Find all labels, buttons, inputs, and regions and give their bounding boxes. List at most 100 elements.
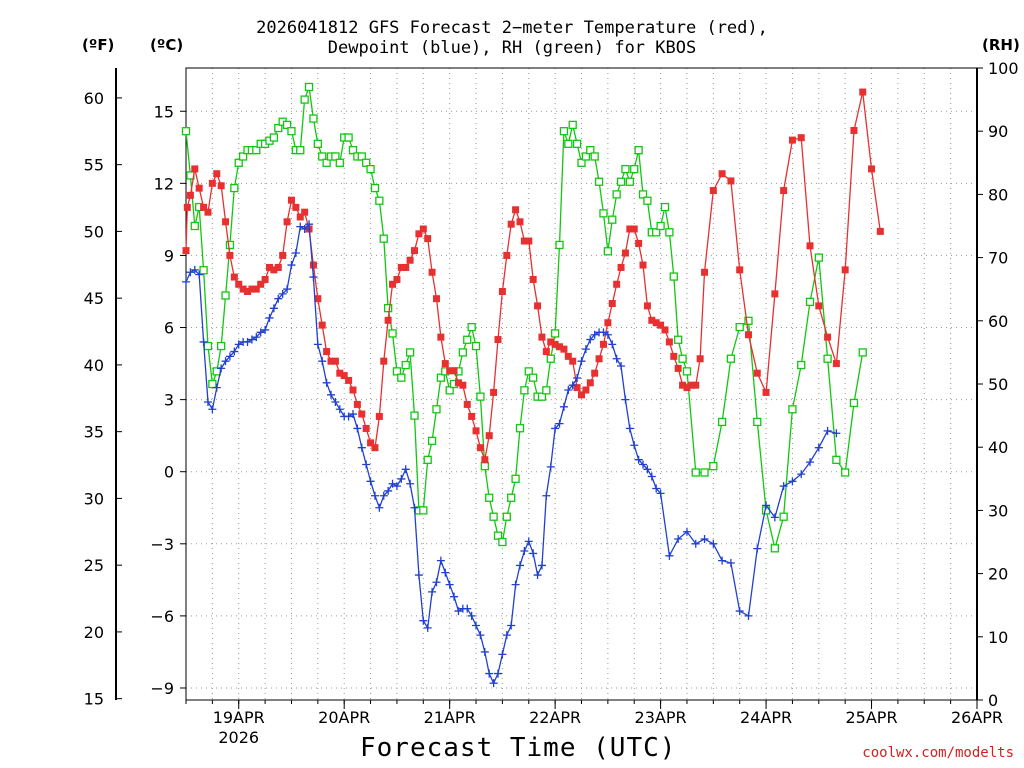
dewpoint-point — [529, 549, 538, 558]
rh-point — [274, 123, 283, 133]
dewpoint-point — [217, 364, 226, 373]
temperature-point — [314, 295, 322, 303]
dewpoint-line — [185, 222, 837, 685]
temperature-point — [384, 316, 392, 324]
dewpoint-point — [467, 611, 476, 620]
rh-point — [590, 152, 599, 161]
dewpoint-point — [212, 383, 221, 392]
dewpoint-point — [599, 328, 608, 337]
rh-tick-label: 100 — [988, 59, 1019, 78]
dewpoint-point — [375, 503, 384, 512]
temperature-point — [556, 343, 564, 351]
dewpoint-point — [823, 426, 832, 435]
fahrenheit-tick-label: 25 — [84, 556, 104, 575]
temperature-point — [657, 321, 665, 329]
rh-point — [678, 354, 687, 363]
rh-point — [744, 316, 753, 325]
dewpoint-point — [520, 547, 529, 556]
rh-point — [282, 120, 292, 130]
rh-point — [823, 354, 832, 363]
temperature-point — [850, 126, 858, 134]
chart-title-line1: 2026041812 GFS Forecast 2−meter Temperat… — [256, 18, 768, 38]
dewpoint-point — [515, 561, 524, 570]
dewpoint-point — [634, 455, 643, 464]
rh-point — [458, 348, 468, 357]
celsius-unit-label: (ºC) — [150, 36, 184, 54]
temperature-point — [621, 249, 629, 257]
temperature-point — [639, 261, 647, 269]
temperature-point — [507, 220, 515, 228]
rh-point — [550, 329, 560, 338]
temperature-point — [432, 295, 440, 303]
dewpoint-point — [603, 330, 612, 339]
temperature-point — [832, 360, 840, 368]
temperature-point — [292, 203, 300, 211]
dewpoint-point — [608, 340, 617, 349]
temperature-point — [419, 225, 427, 233]
rh-point — [225, 240, 235, 250]
rh-point — [331, 152, 340, 161]
temperature-point — [230, 273, 238, 281]
dewpoint-point — [665, 551, 674, 560]
temperature-point — [362, 424, 370, 432]
rh-point — [594, 177, 604, 186]
temperature-point — [183, 203, 191, 211]
temperature-point — [771, 290, 779, 298]
rh-point — [603, 247, 613, 256]
temperature-point — [727, 177, 735, 185]
temperature-point — [709, 187, 717, 195]
temperature-point — [213, 170, 221, 178]
rh-point — [660, 202, 670, 212]
dewpoint-point — [797, 470, 806, 479]
rh-point — [638, 190, 648, 199]
temperature-point — [534, 302, 542, 310]
series-dewpoint — [182, 220, 841, 688]
rh-point — [344, 133, 353, 142]
rh-point — [208, 379, 217, 389]
dewpoint-point — [410, 503, 419, 512]
rh-point — [726, 354, 736, 363]
celsius-tick-label: 15 — [154, 102, 174, 121]
chart-title-line2: Dewpoint (blue), RH (green) for KBOS — [327, 38, 697, 58]
rh-point — [287, 127, 296, 136]
dewpoint-point — [573, 373, 582, 382]
rh-point — [445, 386, 454, 395]
dewpoint-point — [643, 465, 652, 474]
dewpoint-point — [832, 429, 841, 438]
dewpoint-point — [546, 462, 555, 471]
dewpoint-point — [221, 357, 230, 366]
temperature-point — [437, 333, 445, 341]
rh-point — [199, 266, 208, 275]
temperature-point — [599, 340, 607, 348]
rh-point — [849, 398, 859, 408]
rh-point — [555, 240, 564, 250]
temperature-point — [463, 400, 471, 408]
dewpoint-point — [726, 559, 735, 568]
rh-point — [559, 127, 569, 136]
temperature-point — [815, 302, 823, 310]
rh-point — [397, 373, 406, 382]
dewpoint-point — [806, 458, 815, 467]
temperature-point — [450, 367, 458, 375]
dewpoint-point — [309, 273, 318, 282]
dewpoint-point — [392, 482, 401, 491]
celsius-tick-label: 6 — [164, 319, 174, 338]
temperature-point — [736, 266, 744, 274]
temperature-point — [569, 357, 577, 365]
rh-point — [832, 455, 841, 464]
rh-point — [669, 272, 678, 281]
temperature-point — [670, 352, 678, 360]
temperature-point — [195, 184, 203, 192]
dewpoint-point — [296, 222, 305, 231]
dewpoint-point — [762, 501, 771, 510]
rh-point — [529, 373, 538, 382]
dewpoint-point — [524, 537, 533, 546]
temperature-point — [538, 333, 546, 341]
temperature-point — [674, 364, 682, 372]
dewpoint-point — [357, 443, 366, 452]
temperature-point — [283, 218, 291, 226]
rh-point — [564, 139, 573, 148]
temperature-point — [327, 357, 335, 365]
dewpoint-point — [322, 378, 331, 387]
